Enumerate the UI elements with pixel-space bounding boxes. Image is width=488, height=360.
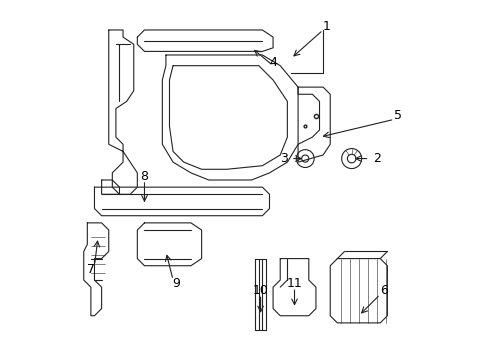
Text: 9: 9 [172,277,180,290]
Text: 6: 6 [379,284,387,297]
Text: 11: 11 [286,277,302,290]
Text: 7: 7 [87,263,95,276]
Text: 10: 10 [252,284,268,297]
Text: 2: 2 [372,152,380,165]
Text: 5: 5 [393,109,401,122]
Text: 1: 1 [322,20,330,33]
Text: 4: 4 [268,55,276,69]
Text: 8: 8 [140,170,148,183]
Text: 3: 3 [279,152,287,165]
